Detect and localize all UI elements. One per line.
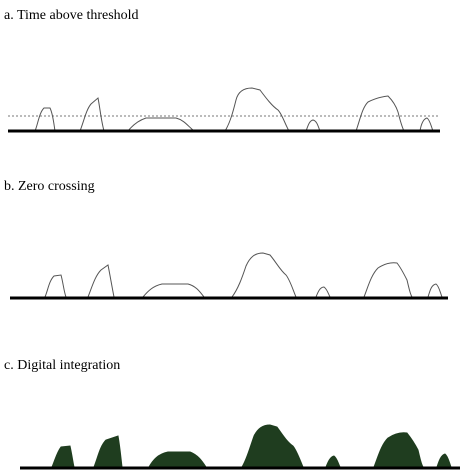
pulse-1 (34, 107, 56, 132)
panel-c-signals (20, 424, 460, 470)
pulse-1 (51, 445, 75, 468)
pulse-7 (427, 283, 443, 298)
pulse-1 (44, 274, 67, 298)
pulse-5 (325, 455, 341, 468)
panel-b-signals (10, 252, 448, 300)
panel-title-zero-crossing: b. Zero crossing (4, 179, 95, 194)
pulse-6 (355, 95, 405, 132)
pulse-4 (231, 252, 297, 298)
panel-a-signals (8, 87, 440, 133)
pulse-5 (305, 119, 321, 132)
pulse-2 (93, 435, 123, 468)
pulse-5 (315, 286, 331, 298)
pulse-2 (87, 264, 115, 298)
pulse-4 (241, 424, 304, 468)
pulse-6 (373, 432, 424, 468)
pulse-7 (419, 117, 434, 132)
pulse-3 (142, 283, 205, 298)
pulse-7 (436, 453, 452, 468)
panel-title-time-above-threshold: a. Time above threshold (4, 8, 139, 23)
pulse-3 (148, 451, 207, 468)
panel-title-digital-integration: c. Digital integration (4, 358, 121, 373)
pulse-2 (79, 97, 105, 132)
pulse-6 (363, 262, 413, 298)
pulse-3 (127, 117, 195, 132)
pulse-4 (224, 87, 290, 132)
